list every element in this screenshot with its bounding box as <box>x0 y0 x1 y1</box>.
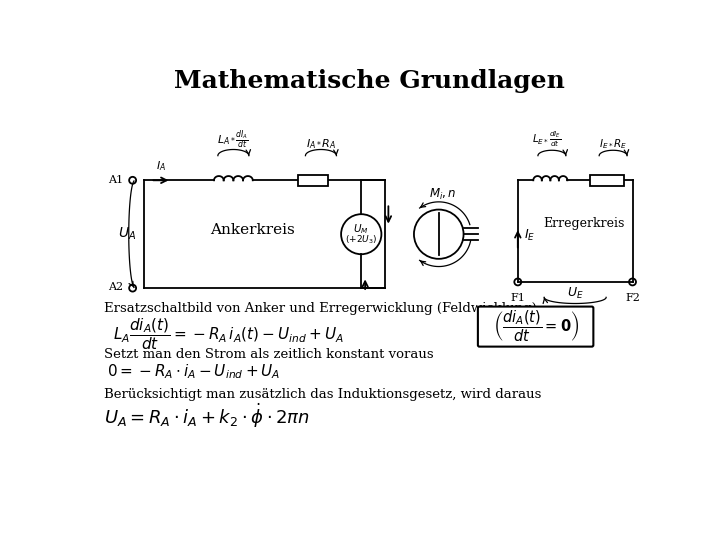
Text: $U_A$: $U_A$ <box>118 226 136 242</box>
Text: $0 = -R_A \cdot i_A - U_{ind} + U_A$: $0 = -R_A \cdot i_A - U_{ind} + U_A$ <box>107 362 281 381</box>
Text: $I_{A*}R_A$: $I_{A*}R_A$ <box>306 137 336 151</box>
Text: F2: F2 <box>625 293 640 303</box>
Text: Setzt man den Strom als zeitlich konstant voraus: Setzt man den Strom als zeitlich konstan… <box>104 348 433 361</box>
Text: Berücksichtigt man zusätzlich das Induktionsgesetz, wird daraus: Berücksichtigt man zusätzlich das Indukt… <box>104 388 541 401</box>
FancyBboxPatch shape <box>478 307 593 347</box>
Text: $I_E$: $I_E$ <box>524 227 535 242</box>
Bar <box>590 175 624 186</box>
Text: $\left(\dfrac{di_A(t)}{dt}=\mathbf{0}\right)$: $\left(\dfrac{di_A(t)}{dt}=\mathbf{0}\ri… <box>492 309 579 345</box>
Text: $U_M$: $U_M$ <box>354 222 369 235</box>
Text: $I_A$: $I_A$ <box>156 160 166 173</box>
Text: Mathematische Grundlagen: Mathematische Grundlagen <box>174 70 564 93</box>
Text: $L_{A*}\frac{dI_A}{dt}$: $L_{A*}\frac{dI_A}{dt}$ <box>217 129 249 151</box>
Text: A2: A2 <box>108 282 123 292</box>
Text: $M_i, n$: $M_i, n$ <box>429 187 456 202</box>
Text: $L_{E*}\frac{dI_E}{dt}$: $L_{E*}\frac{dI_E}{dt}$ <box>532 130 561 150</box>
Text: $I_{E*}R_E$: $I_{E*}R_E$ <box>599 137 627 151</box>
Text: A1: A1 <box>108 174 123 185</box>
Bar <box>299 175 328 186</box>
Text: $(+2U_3)$: $(+2U_3)$ <box>345 233 377 246</box>
Text: $U_A = R_A \cdot i_A + k_2 \cdot \dot{\phi} \cdot 2\pi n$: $U_A = R_A \cdot i_A + k_2 \cdot \dot{\p… <box>104 401 310 430</box>
Text: $U_E$: $U_E$ <box>567 286 583 301</box>
Text: $L_A\dfrac{di_A(t)}{dt} = -R_A\,i_A(t) - U_{ind} + U_A$: $L_A\dfrac{di_A(t)}{dt} = -R_A\,i_A(t) -… <box>113 316 344 353</box>
Text: Ersatzschaltbild von Anker und Erregerwicklung (Feldwicklung): Ersatzschaltbild von Anker und Erregerwi… <box>104 302 536 315</box>
Text: Ankerkreis: Ankerkreis <box>210 224 295 238</box>
Text: Erregerkreis: Erregerkreis <box>544 217 625 230</box>
Text: F1: F1 <box>510 293 525 303</box>
